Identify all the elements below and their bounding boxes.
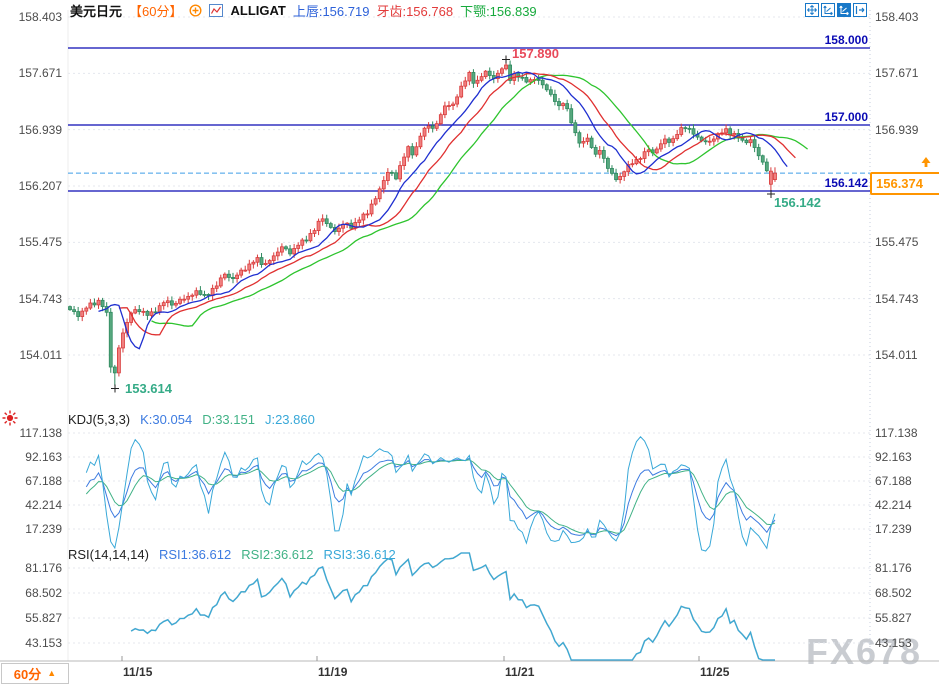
indicator-chart-icon: [209, 3, 224, 17]
price-header: 美元日元 【60分】 ALLIGAT 上唇:156.719 牙齿:156.768…: [70, 2, 537, 19]
period-button-caret-icon: ▲: [47, 668, 57, 678]
symbol-title: 美元日元: [70, 3, 123, 19]
kdj-j-value: J:23.860: [264, 412, 315, 427]
rsi-title: RSI(14,14,14): [68, 547, 149, 562]
alligator-lips-value: 上唇:156.719: [292, 3, 370, 19]
toolbar: [805, 3, 867, 17]
crosshair-icon[interactable]: [805, 3, 819, 17]
rsi-header: RSI(14,14,14) RSI1:36.612 RSI2:36.612 RS…: [68, 547, 396, 562]
indicator-name: ALLIGAT: [230, 2, 286, 18]
axis-scale-active-icon[interactable]: [837, 3, 851, 17]
alligator-teeth-value: 牙齿:156.768: [376, 3, 454, 19]
rsi-lines: [130, 552, 775, 661]
kdj-title: KDJ(5,3,3): [68, 412, 131, 427]
exit-icon[interactable]: [853, 3, 867, 17]
axis-scale-icon[interactable]: [821, 3, 835, 17]
gridlines: [0, 10, 939, 662]
rsi3-value: RSI3:36.612: [323, 547, 396, 562]
period-button-label: 60分: [13, 667, 42, 682]
rsi1-value: RSI1:36.612: [158, 547, 232, 562]
annotations: [111, 55, 775, 393]
price-levels: [68, 47, 870, 192]
alligator-jaw-value: 下颚:156.839: [460, 3, 537, 19]
period-label: 【60分】: [129, 3, 183, 19]
rsi2-value: RSI2:36.612: [241, 547, 314, 562]
kdj-d-value: D:33.151: [202, 412, 255, 427]
kdj-lines: [85, 436, 776, 552]
current-price-box: 156.374: [870, 172, 939, 195]
watermark: FX678: [806, 631, 923, 672]
kdj-header: KDJ(5,3,3) K:30.054 D:33.151 J:23.860: [68, 412, 315, 427]
kdj-k-value: K:30.054: [140, 412, 193, 427]
candles: [68, 56, 808, 386]
kdj-settings-sun-icon[interactable]: [1, 409, 19, 427]
period-button[interactable]: 60分 ▲: [1, 663, 69, 684]
circle-plus-icon[interactable]: [189, 3, 202, 17]
price-up-arrow-icon: [921, 157, 931, 167]
